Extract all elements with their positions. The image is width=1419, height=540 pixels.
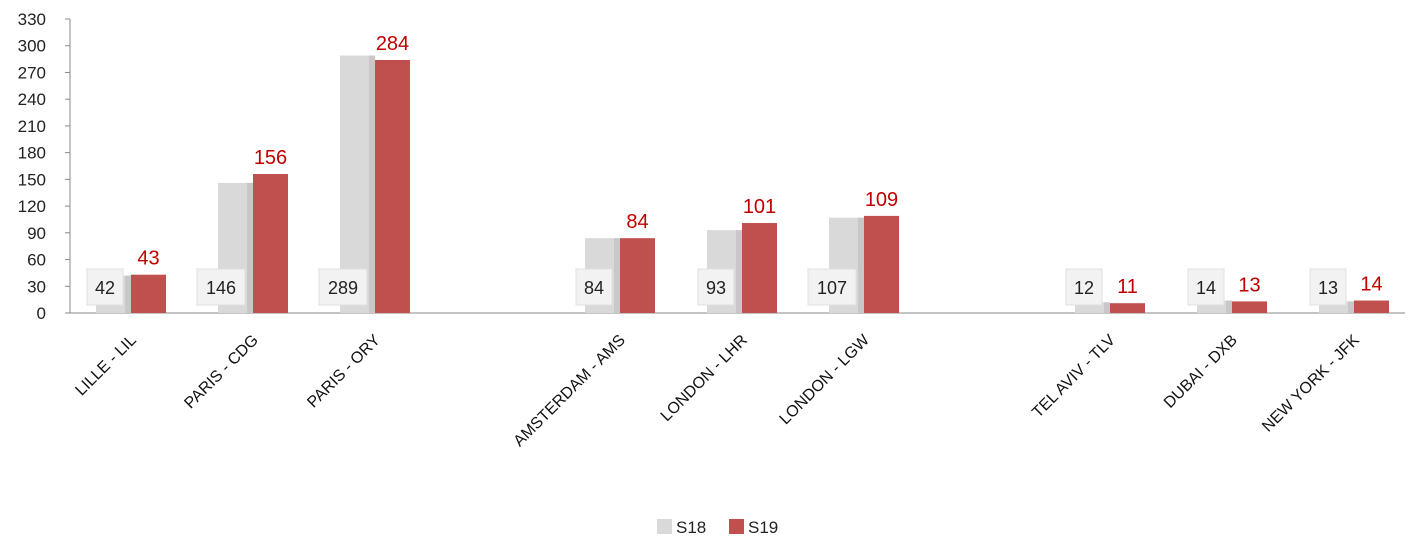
s18-bar (1075, 302, 1110, 313)
legend-swatch-s18 (657, 519, 672, 534)
s19-bar (742, 223, 777, 313)
s19-bar (375, 59, 410, 314)
y-tick-label: 180 (18, 144, 46, 163)
s19-data-label: 11 (1117, 276, 1138, 298)
legend: S18 S19 (657, 518, 778, 537)
s19-data-label: 109 (865, 189, 898, 211)
y-tick-label: 150 (18, 170, 46, 189)
s19-data-label: 156 (254, 147, 287, 169)
y-tick-label: 330 (18, 10, 46, 29)
s19-bar (1110, 303, 1145, 313)
s18-bar-shade (858, 217, 864, 313)
y-tick-label: 210 (18, 117, 46, 136)
s18-bar-shade (614, 238, 620, 313)
s18-data-label: 12 (1074, 278, 1094, 298)
s19-data-label: 84 (626, 211, 648, 233)
s18-data-label-box (1309, 268, 1347, 306)
s18-data-label-box (318, 268, 368, 306)
s18-data-label: 107 (817, 278, 847, 298)
s19-bar (864, 215, 899, 313)
y-tick-label: 270 (18, 63, 46, 82)
s18-bar-shade (1348, 301, 1354, 313)
legend-label-s18: S18 (676, 518, 706, 537)
s19-data-label: 101 (743, 196, 776, 218)
legend-swatch-s19 (729, 519, 744, 534)
x-category-label: PARIS - ORY (304, 332, 384, 412)
s19-data-label: 284 (376, 33, 409, 55)
s18-bar-shade (1104, 302, 1110, 313)
s18-data-label: 93 (706, 278, 726, 298)
x-category-label: TEL AVIV - TLV (1029, 332, 1119, 422)
s19-data-label: 14 (1360, 274, 1382, 296)
s19-bar (1232, 301, 1267, 313)
s18-data-label: 14 (1196, 278, 1216, 298)
y-tick-label: 0 (37, 304, 46, 323)
x-category-label: LILLE - LIL (72, 332, 139, 399)
x-category-label: LONDON - LGW (777, 331, 874, 428)
s19-data-label: 13 (1238, 274, 1260, 296)
data-labels: 42 43 146 156 289 284 84 84 93 101 107 109 12 11 14 13 1… (86, 33, 1383, 306)
s18-data-label: 84 (584, 278, 604, 298)
s18-data-label-box (807, 268, 857, 306)
x-category-label: LONDON - LHR (658, 332, 751, 425)
s18-data-label-box (1065, 268, 1103, 306)
s19-data-label: 43 (137, 248, 159, 270)
s18-data-label-box (1187, 268, 1225, 306)
y-tick-label: 300 (18, 37, 46, 56)
y-tick-label: 120 (18, 197, 46, 216)
y-tick-label: 60 (27, 251, 46, 270)
y-tick-label: 90 (27, 224, 46, 243)
s18-data-label: 289 (328, 278, 358, 298)
s18-bar-shade (369, 55, 375, 313)
s19-bar (131, 274, 166, 313)
x-category-label: PARIS - CDG (181, 332, 261, 412)
s19-bar (620, 238, 655, 313)
s18-bar-shade (125, 275, 131, 313)
s18-data-label-box (697, 268, 735, 306)
s18-data-label: 42 (95, 278, 115, 298)
x-category-label: NEW YORK - JFK (1259, 332, 1363, 436)
s18-data-label: 146 (206, 278, 236, 298)
legend-label-s19: S19 (748, 518, 778, 537)
s18-bar (1319, 301, 1354, 313)
s19-bar (253, 174, 288, 313)
x-category-label: AMSTERDAM - AMS (511, 332, 629, 450)
s18-data-label-box (86, 268, 124, 306)
x-category-label: DUBAI - DXB (1161, 332, 1241, 412)
s19-bar (1354, 300, 1389, 313)
s18-bar-shade (736, 230, 742, 313)
s18-bar-shade (247, 182, 253, 313)
s18-data-label: 13 (1318, 278, 1338, 298)
s18-bar-shade (1226, 300, 1232, 313)
y-tick-label: 240 (18, 90, 46, 109)
s18-data-label-box (575, 268, 613, 306)
y-tick-label: 30 (27, 277, 46, 296)
s18-data-label-box (196, 268, 246, 306)
